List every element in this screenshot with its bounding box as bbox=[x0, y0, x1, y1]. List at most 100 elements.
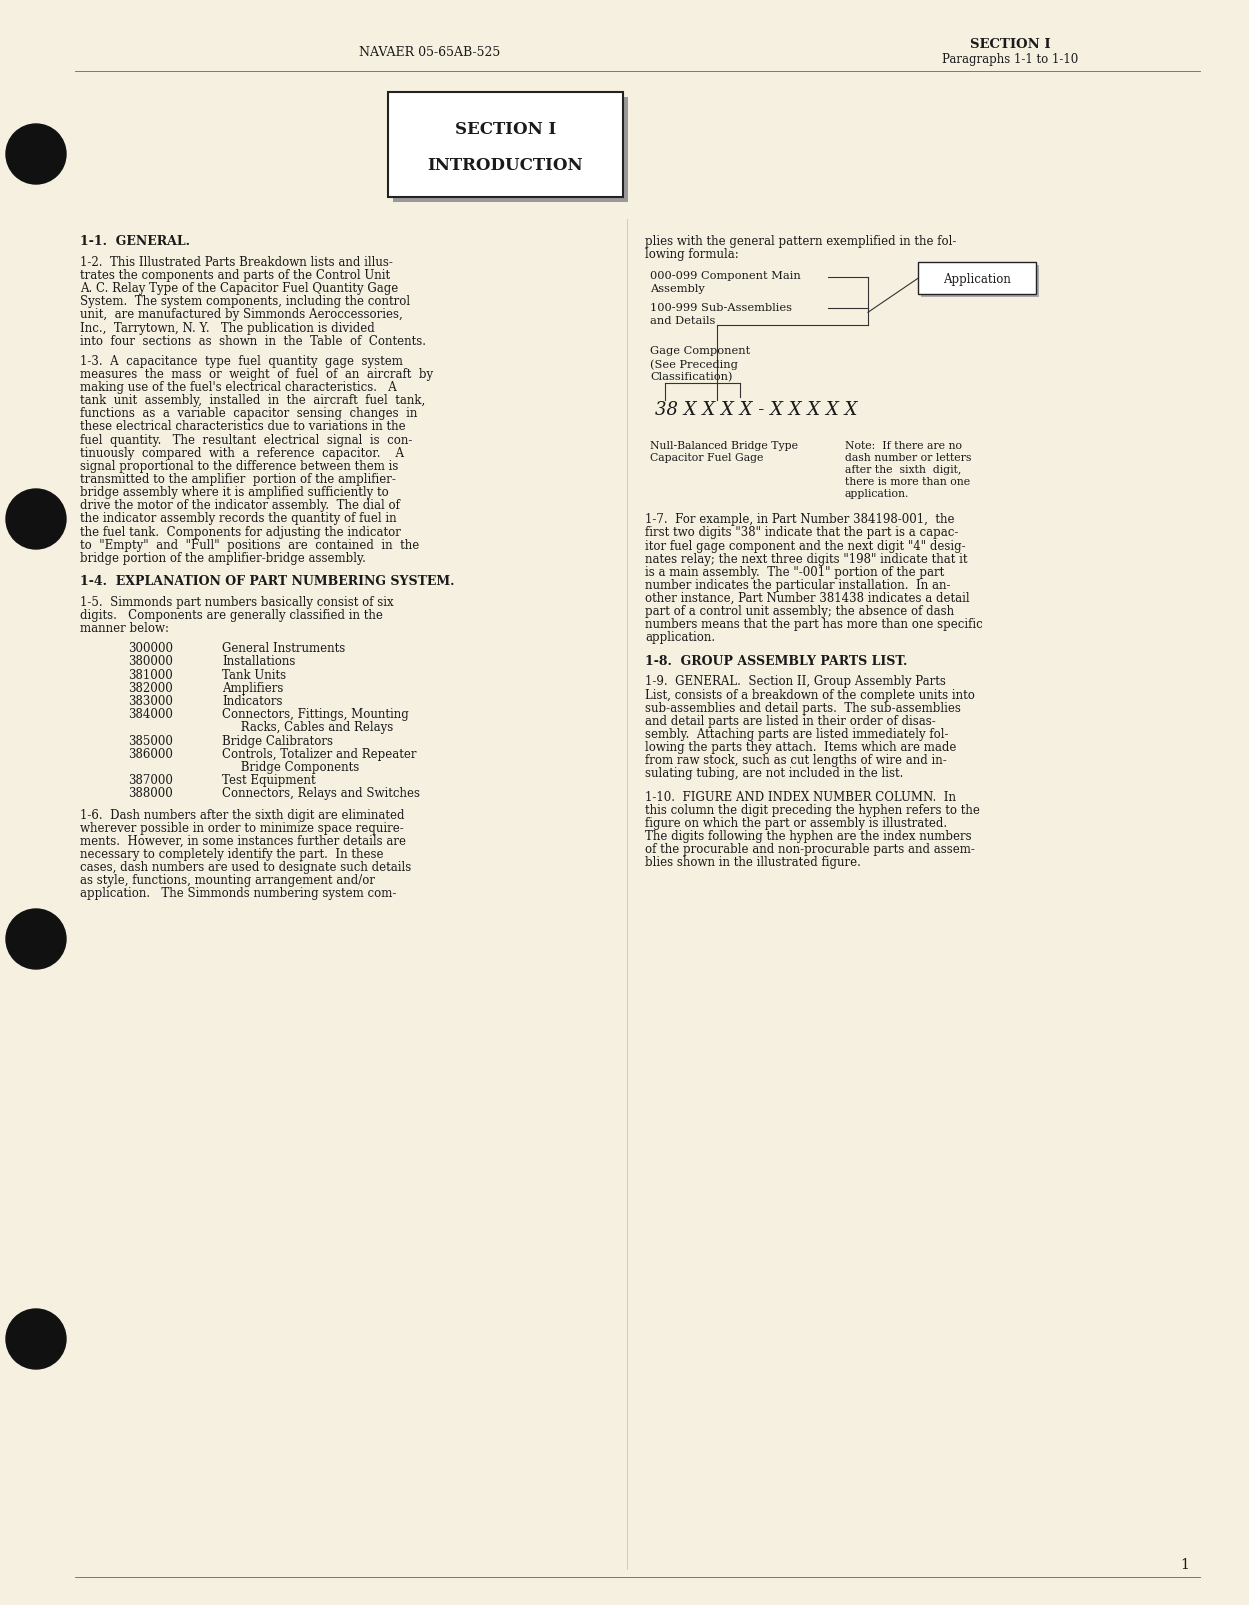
Text: 1-3.  A  capacitance  type  fuel  quantity  gage  system: 1-3. A capacitance type fuel quantity ga… bbox=[80, 355, 403, 368]
Text: and Details: and Details bbox=[649, 316, 716, 326]
Text: bridge portion of the amplifier-bridge assembly.: bridge portion of the amplifier-bridge a… bbox=[80, 552, 366, 565]
Text: unit,  are manufactured by Simmonds Aeroccessories,: unit, are manufactured by Simmonds Aeroc… bbox=[80, 308, 402, 321]
Text: signal proportional to the difference between them is: signal proportional to the difference be… bbox=[80, 459, 398, 472]
Text: Gage Component: Gage Component bbox=[649, 347, 751, 356]
Text: 388000: 388000 bbox=[127, 786, 172, 799]
Text: measures  the  mass  or  weight  of  fuel  of  an  aircraft  by: measures the mass or weight of fuel of a… bbox=[80, 368, 433, 380]
Text: from raw stock, such as cut lengths of wire and in-: from raw stock, such as cut lengths of w… bbox=[644, 754, 947, 767]
Circle shape bbox=[6, 1310, 66, 1369]
Text: 1-2.  This Illustrated Parts Breakdown lists and illus-: 1-2. This Illustrated Parts Breakdown li… bbox=[80, 255, 393, 268]
Text: 1-9.  GENERAL.  Section II, Group Assembly Parts: 1-9. GENERAL. Section II, Group Assembly… bbox=[644, 676, 945, 689]
Text: and detail parts are listed in their order of disas-: and detail parts are listed in their ord… bbox=[644, 714, 936, 727]
Text: fuel  quantity.   The  resultant  electrical  signal  is  con-: fuel quantity. The resultant electrical … bbox=[80, 433, 412, 446]
Text: SECTION I: SECTION I bbox=[455, 120, 556, 138]
Text: Null-Balanced Bridge Type: Null-Balanced Bridge Type bbox=[649, 441, 798, 451]
Text: 380000: 380000 bbox=[127, 655, 172, 668]
Text: nates relay; the next three digits "198" indicate that it: nates relay; the next three digits "198"… bbox=[644, 552, 968, 565]
Text: Installations: Installations bbox=[222, 655, 295, 668]
Text: trates the components and parts of the Control Unit: trates the components and parts of the C… bbox=[80, 270, 390, 282]
Circle shape bbox=[6, 490, 66, 549]
Text: Connectors, Relays and Switches: Connectors, Relays and Switches bbox=[222, 786, 420, 799]
Text: Amplifiers: Amplifiers bbox=[222, 682, 284, 695]
Text: drive the motor of the indicator assembly.  The dial of: drive the motor of the indicator assembl… bbox=[80, 499, 400, 512]
Text: bridge assembly where it is amplified sufficiently to: bridge assembly where it is amplified su… bbox=[80, 486, 388, 499]
Text: Connectors, Fittings, Mounting: Connectors, Fittings, Mounting bbox=[222, 708, 408, 721]
Text: sembly.  Attaching parts are listed immediately fol-: sembly. Attaching parts are listed immed… bbox=[644, 727, 948, 740]
Text: 1-7.  For example, in Part Number 384198-001,  the: 1-7. For example, in Part Number 384198-… bbox=[644, 514, 954, 526]
Text: plies with the general pattern exemplified in the fol-: plies with the general pattern exemplifi… bbox=[644, 234, 957, 247]
Text: Inc.,  Tarrytown, N. Y.   The publication is divided: Inc., Tarrytown, N. Y. The publication i… bbox=[80, 321, 375, 334]
Circle shape bbox=[6, 910, 66, 969]
Text: ments.  However, in some instances further details are: ments. However, in some instances furthe… bbox=[80, 835, 406, 847]
Text: Test Equipment: Test Equipment bbox=[222, 774, 316, 786]
Text: necessary to completely identify the part.  In these: necessary to completely identify the par… bbox=[80, 847, 383, 860]
Text: The digits following the hyphen are the index numbers: The digits following the hyphen are the … bbox=[644, 830, 972, 843]
Text: into  four  sections  as  shown  in  the  Table  of  Contents.: into four sections as shown in the Table… bbox=[80, 334, 426, 348]
Text: figure on which the part or assembly is illustrated.: figure on which the part or assembly is … bbox=[644, 817, 947, 830]
FancyBboxPatch shape bbox=[388, 93, 623, 197]
Text: manner below:: manner below: bbox=[80, 621, 169, 634]
Text: 1-1.  GENERAL.: 1-1. GENERAL. bbox=[80, 234, 190, 247]
Text: these electrical characteristics due to variations in the: these electrical characteristics due to … bbox=[80, 421, 406, 433]
Text: of the procurable and non-procurable parts and assem-: of the procurable and non-procurable par… bbox=[644, 843, 975, 855]
Text: General Instruments: General Instruments bbox=[222, 642, 345, 655]
Text: 300000: 300000 bbox=[127, 642, 174, 655]
Text: 382000: 382000 bbox=[127, 682, 172, 695]
Text: sulating tubing, are not included in the list.: sulating tubing, are not included in the… bbox=[644, 767, 903, 780]
Text: 387000: 387000 bbox=[127, 774, 172, 786]
Text: Paragraphs 1-1 to 1-10: Paragraphs 1-1 to 1-10 bbox=[942, 53, 1078, 66]
Text: Capacitor Fuel Gage: Capacitor Fuel Gage bbox=[649, 453, 763, 462]
Text: 1-10.  FIGURE AND INDEX NUMBER COLUMN.  In: 1-10. FIGURE AND INDEX NUMBER COLUMN. In bbox=[644, 790, 955, 802]
Text: Tank Units: Tank Units bbox=[222, 668, 286, 681]
Text: cases, dash numbers are used to designate such details: cases, dash numbers are used to designat… bbox=[80, 860, 411, 873]
Text: tank  unit  assembly,  installed  in  the  aircraft  fuel  tank,: tank unit assembly, installed in the air… bbox=[80, 393, 425, 408]
Text: List, consists of a breakdown of the complete units into: List, consists of a breakdown of the com… bbox=[644, 689, 975, 701]
Text: Bridge Calibrators: Bridge Calibrators bbox=[222, 733, 333, 748]
Text: the fuel tank.  Components for adjusting the indicator: the fuel tank. Components for adjusting … bbox=[80, 525, 401, 538]
Text: the indicator assembly records the quantity of fuel in: the indicator assembly records the quant… bbox=[80, 512, 397, 525]
Text: Classification): Classification) bbox=[649, 372, 732, 382]
Text: 385000: 385000 bbox=[127, 733, 172, 748]
Text: functions  as  a  variable  capacitor  sensing  changes  in: functions as a variable capacitor sensin… bbox=[80, 408, 417, 421]
Text: itor fuel gage component and the next digit "4" desig-: itor fuel gage component and the next di… bbox=[644, 539, 965, 552]
Text: making use of the fuel's electrical characteristics.   A: making use of the fuel's electrical char… bbox=[80, 380, 397, 393]
Text: Indicators: Indicators bbox=[222, 695, 282, 708]
Text: as style, functions, mounting arrangement and/or: as style, functions, mounting arrangemen… bbox=[80, 873, 375, 888]
Text: is a main assembly.  The "-001" portion of the part: is a main assembly. The "-001" portion o… bbox=[644, 565, 944, 578]
Text: 1-4.  EXPLANATION OF PART NUMBERING SYSTEM.: 1-4. EXPLANATION OF PART NUMBERING SYSTE… bbox=[80, 575, 455, 587]
Text: application.: application. bbox=[846, 490, 909, 499]
Text: 386000: 386000 bbox=[127, 748, 172, 761]
Text: tinuously  compared  with  a  reference  capacitor.    A: tinuously compared with a reference capa… bbox=[80, 446, 403, 459]
Text: INTRODUCTION: INTRODUCTION bbox=[427, 156, 583, 173]
Text: 383000: 383000 bbox=[127, 695, 172, 708]
Text: Assembly: Assembly bbox=[649, 284, 704, 294]
FancyBboxPatch shape bbox=[393, 98, 628, 202]
FancyBboxPatch shape bbox=[921, 266, 1039, 299]
Text: 1-5.  Simmonds part numbers basically consist of six: 1-5. Simmonds part numbers basically con… bbox=[80, 595, 393, 608]
Text: this column the digit preceding the hyphen refers to the: this column the digit preceding the hyph… bbox=[644, 802, 980, 817]
Text: 381000: 381000 bbox=[127, 668, 172, 681]
Text: Note:  If there are no: Note: If there are no bbox=[846, 441, 962, 451]
Text: dash number or letters: dash number or letters bbox=[846, 453, 972, 462]
Text: 1-8.  GROUP ASSEMBLY PARTS LIST.: 1-8. GROUP ASSEMBLY PARTS LIST. bbox=[644, 655, 907, 668]
Text: 000-099 Component Main: 000-099 Component Main bbox=[649, 271, 801, 281]
Text: NAVAER 05-65AB-525: NAVAER 05-65AB-525 bbox=[360, 47, 501, 59]
Text: number indicates the particular installation.  In an-: number indicates the particular installa… bbox=[644, 578, 950, 592]
Text: Bridge Components: Bridge Components bbox=[222, 761, 360, 774]
Text: lowing formula:: lowing formula: bbox=[644, 249, 738, 262]
Text: blies shown in the illustrated figure.: blies shown in the illustrated figure. bbox=[644, 855, 861, 868]
Text: wherever possible in order to minimize space require-: wherever possible in order to minimize s… bbox=[80, 822, 403, 835]
Text: (See Preceding: (See Preceding bbox=[649, 360, 738, 369]
Text: Racks, Cables and Relays: Racks, Cables and Relays bbox=[222, 721, 393, 733]
Text: after the  sixth  digit,: after the sixth digit, bbox=[846, 465, 962, 475]
Text: Application: Application bbox=[943, 273, 1010, 286]
Text: other instance, Part Number 381438 indicates a detail: other instance, Part Number 381438 indic… bbox=[644, 592, 969, 605]
Text: first two digits "38" indicate that the part is a capac-: first two digits "38" indicate that the … bbox=[644, 526, 958, 539]
Text: to  "Empty"  and  "Full"  positions  are  contained  in  the: to "Empty" and "Full" positions are cont… bbox=[80, 538, 420, 552]
Text: transmitted to the amplifier  portion of the amplifier-: transmitted to the amplifier portion of … bbox=[80, 473, 396, 486]
Text: System.  The system components, including the control: System. The system components, including… bbox=[80, 295, 410, 308]
Text: Controls, Totalizer and Repeater: Controls, Totalizer and Repeater bbox=[222, 748, 416, 761]
Text: lowing the parts they attach.  Items which are made: lowing the parts they attach. Items whic… bbox=[644, 740, 957, 754]
Text: application.: application. bbox=[644, 631, 716, 644]
Text: 384000: 384000 bbox=[127, 708, 172, 721]
